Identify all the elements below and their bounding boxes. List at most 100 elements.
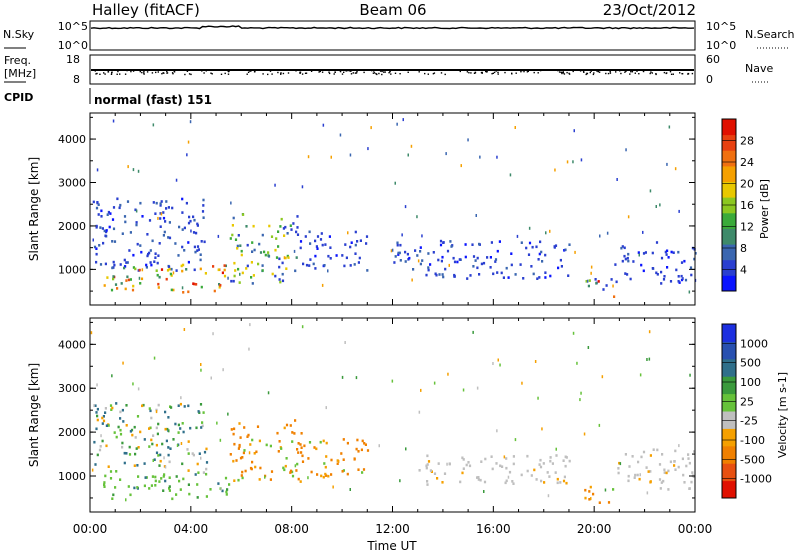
data-cell [300,432,303,435]
y-tick-label: 2000 [58,220,86,233]
data-cell [158,464,161,467]
nave-point [172,73,174,75]
data-cell [462,388,465,392]
data-cell [237,478,240,482]
data-cell [601,375,604,379]
data-cell [613,295,616,298]
data-cell [239,244,242,247]
data-cell [201,424,204,428]
data-cell [274,274,277,278]
velocity-panel: 1000 2000 3000 4000 Slant Range [km] 1000 50… [27,317,789,513]
nave-point [579,70,582,72]
data-cell [159,459,162,463]
data-cell [113,263,116,267]
data-cell [172,271,175,275]
data-cell [666,266,669,269]
data-cell [294,419,297,422]
nave-point [597,70,599,73]
data-cell [323,264,326,267]
data-cell [269,444,272,448]
data-cell [664,250,667,254]
data-cell [121,232,124,235]
freq-label: Freq. [4,54,31,67]
data-cell [151,475,154,478]
data-cell [204,272,207,275]
data-cell [648,330,651,334]
data-cell [621,245,624,248]
data-cell [165,200,168,203]
data-cell [296,233,300,236]
data-cell [692,475,695,478]
data-cell [178,479,181,483]
data-cell [111,240,114,243]
data-cell [689,373,691,377]
data-cell [160,200,163,203]
data-cell [535,245,538,249]
data-cell [239,272,241,276]
data-cell [146,233,149,236]
data-cell [479,155,481,159]
data-cell [347,231,349,235]
nave-point [110,73,113,75]
data-cell [95,252,98,256]
data-cell [251,241,254,244]
data-cell [104,407,107,410]
data-cell [583,432,586,436]
data-cell [170,406,173,409]
data-cell [361,471,364,474]
data-cell [634,473,637,477]
nave-point [470,72,472,74]
data-cell [501,465,504,468]
colorbar-tick-label: 16 [740,199,754,212]
data-cell [229,237,232,240]
data-cell [203,450,207,454]
data-cell [116,197,119,201]
data-cell [549,274,552,278]
data-cell [401,233,403,237]
data-cell [110,288,114,292]
data-cell [410,144,413,148]
nave-point [124,73,127,75]
data-cell [638,253,640,257]
data-cell [629,277,632,281]
data-cell [297,451,300,454]
colorbar-segment [722,324,736,342]
nave-point [341,73,344,75]
data-cell [136,486,139,489]
data-cell [219,284,222,287]
nave-point [227,73,230,75]
nave-point [527,70,529,72]
data-cell [201,210,205,213]
data-cell [337,459,340,463]
power-ylabel: Slant Range [km] [27,157,41,261]
data-cell [187,404,190,408]
nave-point [132,70,135,72]
data-cell [221,271,224,275]
data-cell [344,243,347,246]
data-cell [148,427,151,430]
data-cell [670,250,673,254]
colorbar-frame [721,323,737,499]
data-cell [125,452,128,455]
data-cell [648,357,651,361]
data-cell [217,482,220,485]
data-cell [663,471,666,474]
nave-point [615,71,617,73]
data-cell [135,209,138,213]
data-cell [135,447,138,450]
data-cell [156,432,159,436]
data-cell [122,420,125,423]
data-cell [316,235,320,238]
data-cell [565,481,568,485]
data-cell [456,260,459,264]
nave-point [299,71,301,74]
data-cell [290,228,293,231]
data-cell [171,497,174,501]
data-cell [240,249,243,253]
data-cell [232,459,235,463]
data-cell [155,451,159,455]
data-cell [297,477,300,481]
data-cell [249,466,253,470]
data-cell [275,237,278,240]
data-cell [135,221,138,224]
